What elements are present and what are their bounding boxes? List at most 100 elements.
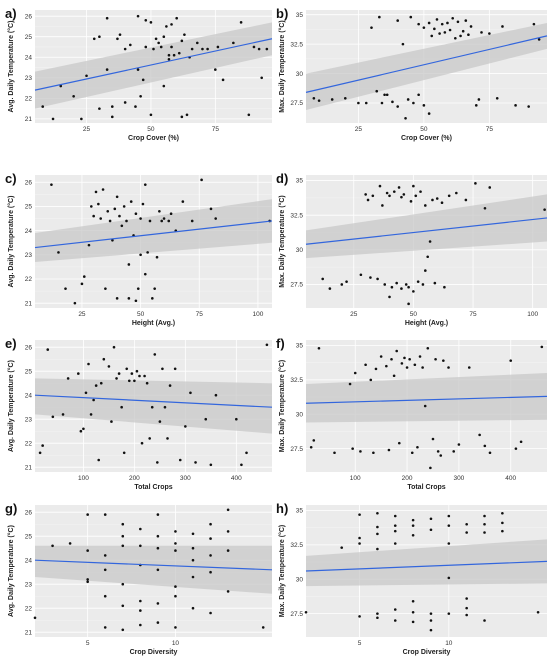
data-point	[411, 524, 415, 527]
data-point	[66, 377, 70, 380]
x-tick-label: 50	[137, 311, 145, 318]
data-point	[117, 372, 121, 375]
data-point	[139, 599, 142, 603]
data-point	[376, 616, 379, 620]
data-point	[465, 606, 468, 610]
data-point	[385, 364, 388, 368]
data-point	[200, 178, 203, 182]
data-point	[317, 346, 321, 350]
y-tick-label: 27.5	[290, 100, 303, 107]
y-axis-title: Max. Daily Temperature (°C)	[278, 525, 286, 618]
data-point	[424, 269, 427, 272]
regression-line	[305, 217, 548, 245]
data-point	[86, 513, 89, 516]
x-axis-title: Crop Cover (%)	[401, 135, 452, 142]
data-point	[366, 198, 370, 202]
confidence-band	[306, 194, 547, 259]
data-point	[438, 32, 441, 35]
y-tick-label: 22	[25, 96, 33, 103]
data-point	[156, 621, 160, 624]
data-point	[483, 531, 486, 534]
data-point	[191, 575, 195, 579]
data-point	[180, 115, 184, 119]
data-point	[178, 458, 182, 462]
data-point	[400, 362, 404, 365]
data-point	[405, 366, 409, 369]
data-point	[162, 217, 166, 220]
data-point	[204, 417, 208, 421]
data-point	[190, 47, 194, 51]
data-point	[359, 450, 362, 453]
data-point	[165, 25, 168, 28]
data-point	[121, 604, 125, 608]
y-tick-label: 35	[296, 508, 304, 515]
data-point	[86, 549, 89, 552]
data-point	[68, 542, 72, 545]
data-point	[111, 238, 114, 242]
data-point	[304, 610, 308, 614]
data-point	[163, 405, 167, 409]
data-point	[41, 105, 45, 108]
data-point	[97, 458, 101, 462]
data-point	[358, 536, 361, 540]
data-point	[151, 297, 154, 300]
y-tick-label: 30	[296, 71, 304, 78]
panel-letter: c)	[5, 171, 17, 186]
data-point	[191, 558, 195, 562]
data-point	[464, 19, 468, 22]
data-point	[177, 51, 181, 55]
data-point	[372, 451, 375, 455]
regression-line	[305, 560, 548, 572]
data-point	[252, 45, 256, 49]
data-point	[136, 14, 140, 18]
data-point	[101, 188, 105, 191]
data-point	[139, 544, 142, 548]
data-point	[61, 413, 65, 416]
data-point	[86, 578, 89, 581]
data-point	[480, 31, 483, 34]
data-point	[94, 190, 98, 194]
data-point	[184, 425, 187, 428]
data-point	[424, 204, 427, 207]
data-point	[226, 549, 230, 552]
data-point	[387, 448, 391, 452]
data-point	[381, 204, 384, 207]
data-point	[364, 363, 367, 367]
data-point	[439, 454, 443, 457]
x-tick-label: 200	[402, 475, 413, 482]
data-point	[153, 287, 156, 290]
data-point	[194, 461, 197, 464]
data-point	[247, 113, 251, 117]
data-point	[447, 514, 451, 518]
data-point	[134, 212, 138, 215]
data-point	[380, 101, 384, 105]
data-point	[429, 612, 433, 615]
data-point	[121, 522, 125, 526]
data-point	[64, 287, 67, 290]
data-point	[209, 611, 212, 615]
x-axis-title: Crop Diversity	[403, 649, 451, 656]
data-point	[423, 404, 427, 408]
data-point	[146, 251, 149, 254]
panel-letter: f)	[276, 336, 285, 351]
data-point	[478, 433, 481, 437]
y-tick-label: 23	[25, 252, 33, 259]
x-tick-label: 75	[212, 126, 220, 133]
data-point	[120, 405, 123, 409]
data-point	[351, 447, 354, 450]
data-point	[148, 437, 151, 440]
confidence-band	[306, 22, 547, 111]
data-point	[370, 26, 373, 29]
data-point	[143, 183, 147, 186]
data-point	[160, 219, 164, 223]
data-point	[99, 217, 103, 220]
regression-line	[305, 35, 548, 93]
panel-e: e) 21 22 23 24 25 26 100 200 300 400 Total Crops Avg…	[5, 336, 273, 491]
y-tick-label: 30	[296, 411, 304, 418]
data-point	[156, 546, 160, 550]
data-point	[501, 529, 504, 533]
data-point	[312, 439, 316, 442]
data-point	[50, 183, 53, 186]
y-tick-label: 25	[25, 34, 33, 41]
confidence-band	[306, 539, 547, 587]
